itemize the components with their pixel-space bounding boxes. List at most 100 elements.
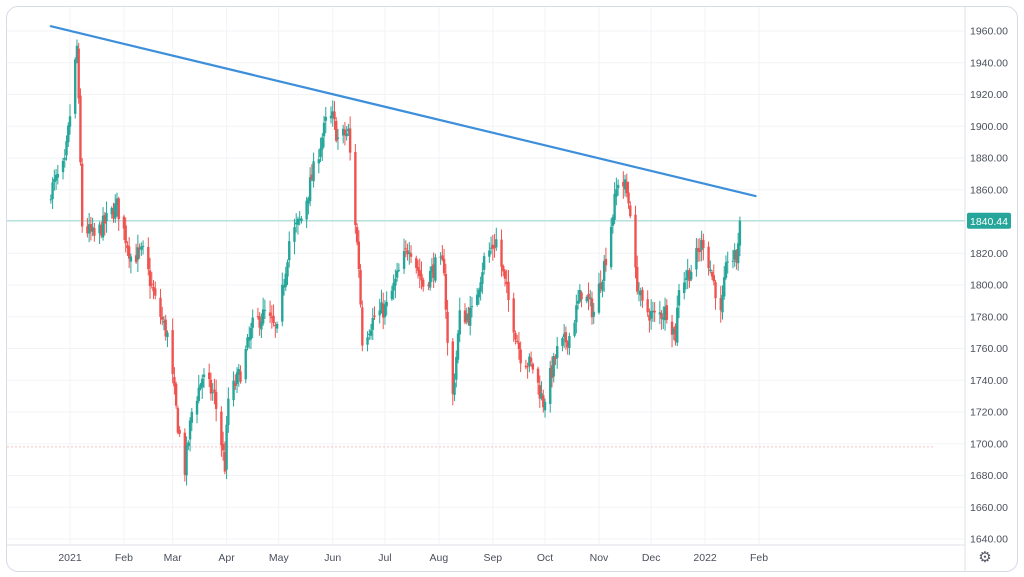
candle-body [174,383,178,406]
x-tick-label: Sep [483,552,502,564]
candle-body [524,365,528,368]
candle-body [272,315,275,323]
candle-body [392,282,395,291]
candle-body [395,270,399,278]
trendline[interactable] [49,25,757,198]
candle-body [319,148,322,157]
candle-body [564,332,568,343]
candle-body [505,281,508,285]
candle-body [246,337,249,348]
candle-body [611,216,615,226]
candle-body [636,266,639,292]
candle-body [639,290,642,296]
candle-body [211,392,214,394]
candle-body [503,270,507,279]
candle-body [354,152,357,225]
candle-body [100,225,103,236]
candle-body [308,177,312,202]
candle-body [141,245,145,247]
candle-body [735,251,738,263]
candle-body [307,198,310,204]
candle-body [202,374,206,378]
gear-icon[interactable]: ⚙ [978,548,991,566]
candle-body [702,239,705,249]
candle-body [140,246,143,250]
x-tick-label: Oct [537,552,553,564]
candle-body [348,128,352,153]
candle-body [444,273,448,310]
candle-body [670,321,674,335]
candle-body [187,442,190,446]
y-tick-label: 1700.00 [970,438,1008,450]
x-tick-label: Mar [164,552,183,564]
candle-body [453,382,456,395]
candle-body [138,247,141,250]
candle-body [651,310,655,313]
candle-body [625,181,628,194]
candle-body [49,199,53,201]
candle-body [366,337,369,345]
candle-body [221,443,225,451]
candle-body [234,382,237,386]
candle-body [479,282,482,292]
grid-layer [7,7,965,545]
candle-body [161,316,164,320]
candle-body [152,287,155,292]
x-tick-label: Jul [378,552,391,564]
candle-body [649,310,653,319]
candle-body [127,246,131,259]
candle-body [324,116,327,121]
candle-body [114,203,117,219]
candle-body [552,356,555,377]
candle-body [477,289,481,298]
candle-body [514,333,517,340]
candle-body [317,159,321,164]
candle-body [531,363,535,370]
candle-body [166,332,169,337]
candle-body [590,298,594,318]
candle-body [361,307,364,346]
candle-body [232,380,235,401]
time-axis[interactable]: 2021 Feb Mar Apr May Jun Jul Aug Sep Oct Nov Dec 202… [58,552,768,564]
y-tick-label: 1720.00 [970,407,1008,419]
candle-body [622,181,625,187]
candle-body [373,315,376,317]
candle-body [738,220,742,246]
candle-body [507,281,510,300]
candlestick-chart[interactable]: 1960.00 1940.00 1920.00 1900.00 1880.00 1860.… [7,7,1017,571]
candle-body [89,224,93,232]
candle-body [341,128,345,136]
candle-body [408,252,411,254]
candle-body [427,284,430,286]
candle-body [566,341,569,348]
candle-body [369,330,373,336]
candle-body [439,256,442,258]
candle-body [56,174,60,178]
candle-body [173,377,176,387]
candle-body [235,372,239,384]
candle-body [556,346,559,359]
candle-body [592,311,595,317]
candle-body [333,111,336,120]
candle-body [709,269,712,272]
candle-body [201,378,204,388]
candle-body [467,313,470,323]
candle-body [604,258,608,266]
candle-body [237,368,240,375]
candle-body [227,398,230,426]
candle-body [87,224,91,234]
y-tick-label: 1800.00 [970,280,1008,292]
candle-body [171,330,174,375]
candle-body [415,258,418,268]
candle-body [239,371,242,382]
candle-body [126,245,129,249]
candle-body [609,226,613,268]
trendline-layer [49,25,757,198]
candle-body [197,387,200,401]
y-tick-label: 1660.00 [970,502,1008,514]
candle-body [258,316,261,328]
candle-body [61,160,65,173]
candle-body [660,313,663,319]
price-axis[interactable]: 1960.00 1940.00 1920.00 1900.00 1880.00 1860.… [7,7,1011,571]
candle-body [568,335,571,349]
